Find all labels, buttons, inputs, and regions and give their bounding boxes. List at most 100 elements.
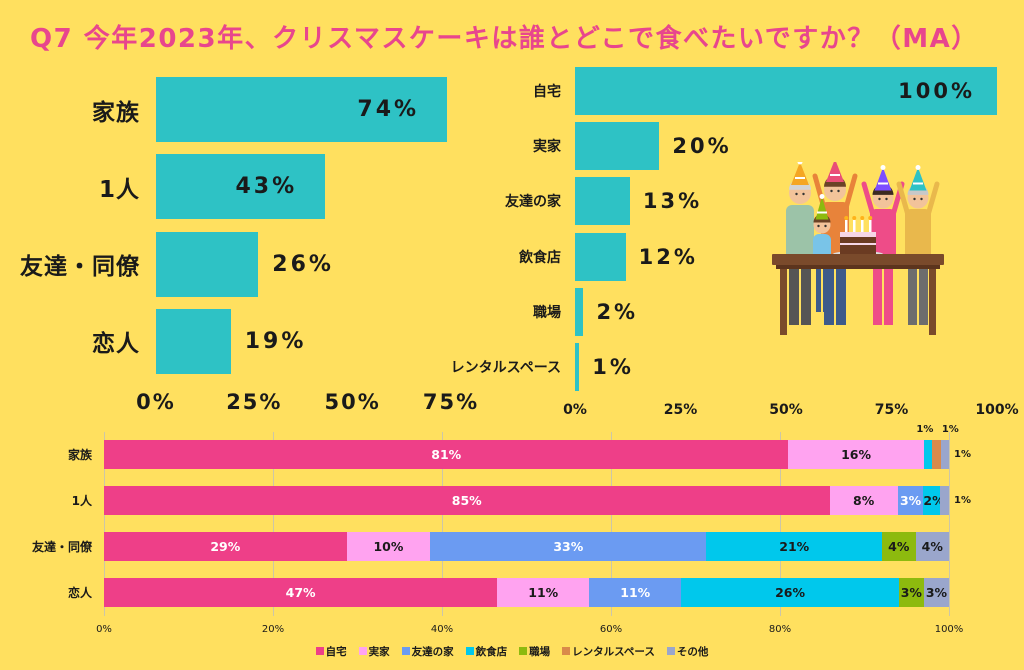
value-label: 13% [642,189,703,214]
legend-swatch [401,647,410,655]
person-grandmother [896,165,940,325]
table-top [772,254,944,265]
stacked-segment [897,486,924,515]
stacked-segment [940,486,949,515]
legend-swatch [358,647,367,655]
legend-label: 実家 [368,645,390,658]
arm [925,181,940,218]
stacked-segment [788,440,924,469]
segment-label: 10% [373,539,404,554]
stacked-segment [829,486,898,515]
segment-label: 3% [900,585,922,600]
candle-flame [860,216,865,220]
gridline [104,432,105,616]
legend-item: その他 [666,644,708,659]
stacked-segment [923,486,941,515]
eye [795,192,798,196]
segment-label: 16% [841,447,871,462]
segment-label: 4% [921,539,943,554]
category-label: 1人 [71,494,92,508]
bar [156,231,259,297]
candle [861,220,864,232]
category-label: 自宅 [533,84,561,100]
leg [801,260,811,325]
segment-label: 47% [285,585,316,600]
body [905,209,931,264]
value-label: 19% [244,328,307,354]
x-tick-label: 0% [136,390,176,414]
person-mother [861,165,905,325]
segment-label: 1% [941,424,959,435]
x-tick-label: 20% [261,624,285,635]
stacked-segment [346,532,431,561]
bar [575,177,630,226]
segment-label: 26% [775,585,805,600]
leg [884,260,893,325]
value-label: 1% [592,355,634,379]
page-title: Q7 今年2023年、クリスマスケーキは誰とどこで食べたいですか？（MA） [30,24,979,54]
bar [575,287,584,336]
value-label: 12% [638,244,698,269]
stacked-segment [923,440,933,469]
eye [824,224,827,228]
leg [789,260,799,325]
stacked-segment [104,532,347,561]
gridline [949,432,950,616]
segment-label: 1% [954,449,971,460]
category-label: 友達の家 [505,194,561,211]
table-rim [776,265,940,269]
gridline [442,432,443,616]
segment-label: 11% [528,585,559,600]
stacked-segment [681,578,899,607]
x-tick-label: 60% [599,624,623,635]
eye [885,197,888,201]
x-tick-label: 100% [934,624,964,635]
x-tick-label: 25% [663,402,698,418]
category-label: 恋人 [92,331,140,358]
family-christmas-party-icon [772,162,944,335]
value-label: 43% [235,174,298,200]
body [786,205,814,264]
eye [878,197,881,201]
category-label: 家族 [67,448,92,462]
cake-cream-layer [840,243,876,245]
stacked-segment [932,440,941,469]
body [870,209,896,264]
bar [156,154,326,220]
party-hat-icon [826,162,844,182]
legend-item: レンタルスペース [562,644,655,659]
gridline [780,432,781,616]
party-hat-icon [874,167,892,191]
legend-swatch [562,647,571,655]
gridline [273,432,274,616]
x-tick-label: 75% [874,402,909,418]
candle [869,220,872,232]
category-label: 恋人 [67,586,92,600]
legend-label: 職場 [529,645,551,658]
stacked-segment [706,532,883,561]
eye [837,189,840,193]
stacked-segment [915,532,949,561]
stacked-segment [430,532,707,561]
party-hat-icon [909,167,927,191]
category-label: 家族 [92,99,140,126]
segment-label: 21% [779,539,810,554]
value-label: 74% [357,97,420,122]
legend-swatch [465,647,474,655]
legend-item: 友達の家 [401,644,454,659]
legend-item: 職場 [519,644,550,659]
segment-label: 3% [899,493,922,508]
segment-label: 3% [925,585,948,600]
stacked-segment [940,440,949,469]
hat-pompom [915,165,921,170]
cake-frosting [840,232,876,237]
stacked-segment [104,440,789,469]
value-label: 2% [596,299,639,324]
party-hat-icon [791,162,809,185]
candle-flame [868,216,873,220]
table-leg [929,269,936,335]
category-label: 飲食店 [519,249,561,266]
